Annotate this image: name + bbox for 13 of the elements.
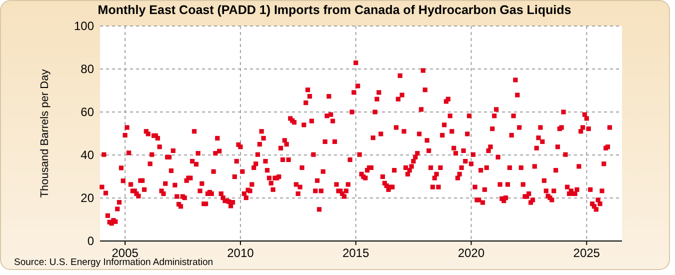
x-tick-label: 2025 bbox=[573, 246, 600, 260]
y-tick-label: 100 bbox=[74, 19, 94, 33]
y-tick-label: 0 bbox=[87, 234, 94, 248]
y-tick-label: 20 bbox=[80, 191, 94, 205]
y-tick-label: 60 bbox=[80, 105, 94, 119]
source-note: Source: U.S. Energy Information Administration bbox=[14, 257, 214, 268]
x-tick-label: 2015 bbox=[342, 246, 370, 260]
y-axis-title: Thousand Barrels per Day bbox=[39, 68, 51, 198]
x-tick-label: 2020 bbox=[458, 246, 485, 260]
chart-title: Monthly East Coast (PADD 1) Imports from Canada of Hydrocarbon Gas Liquids bbox=[98, 3, 572, 17]
y-tick-label: 80 bbox=[80, 62, 94, 76]
y-tick-label: 40 bbox=[80, 148, 94, 162]
x-tick-label: 2010 bbox=[227, 246, 254, 260]
